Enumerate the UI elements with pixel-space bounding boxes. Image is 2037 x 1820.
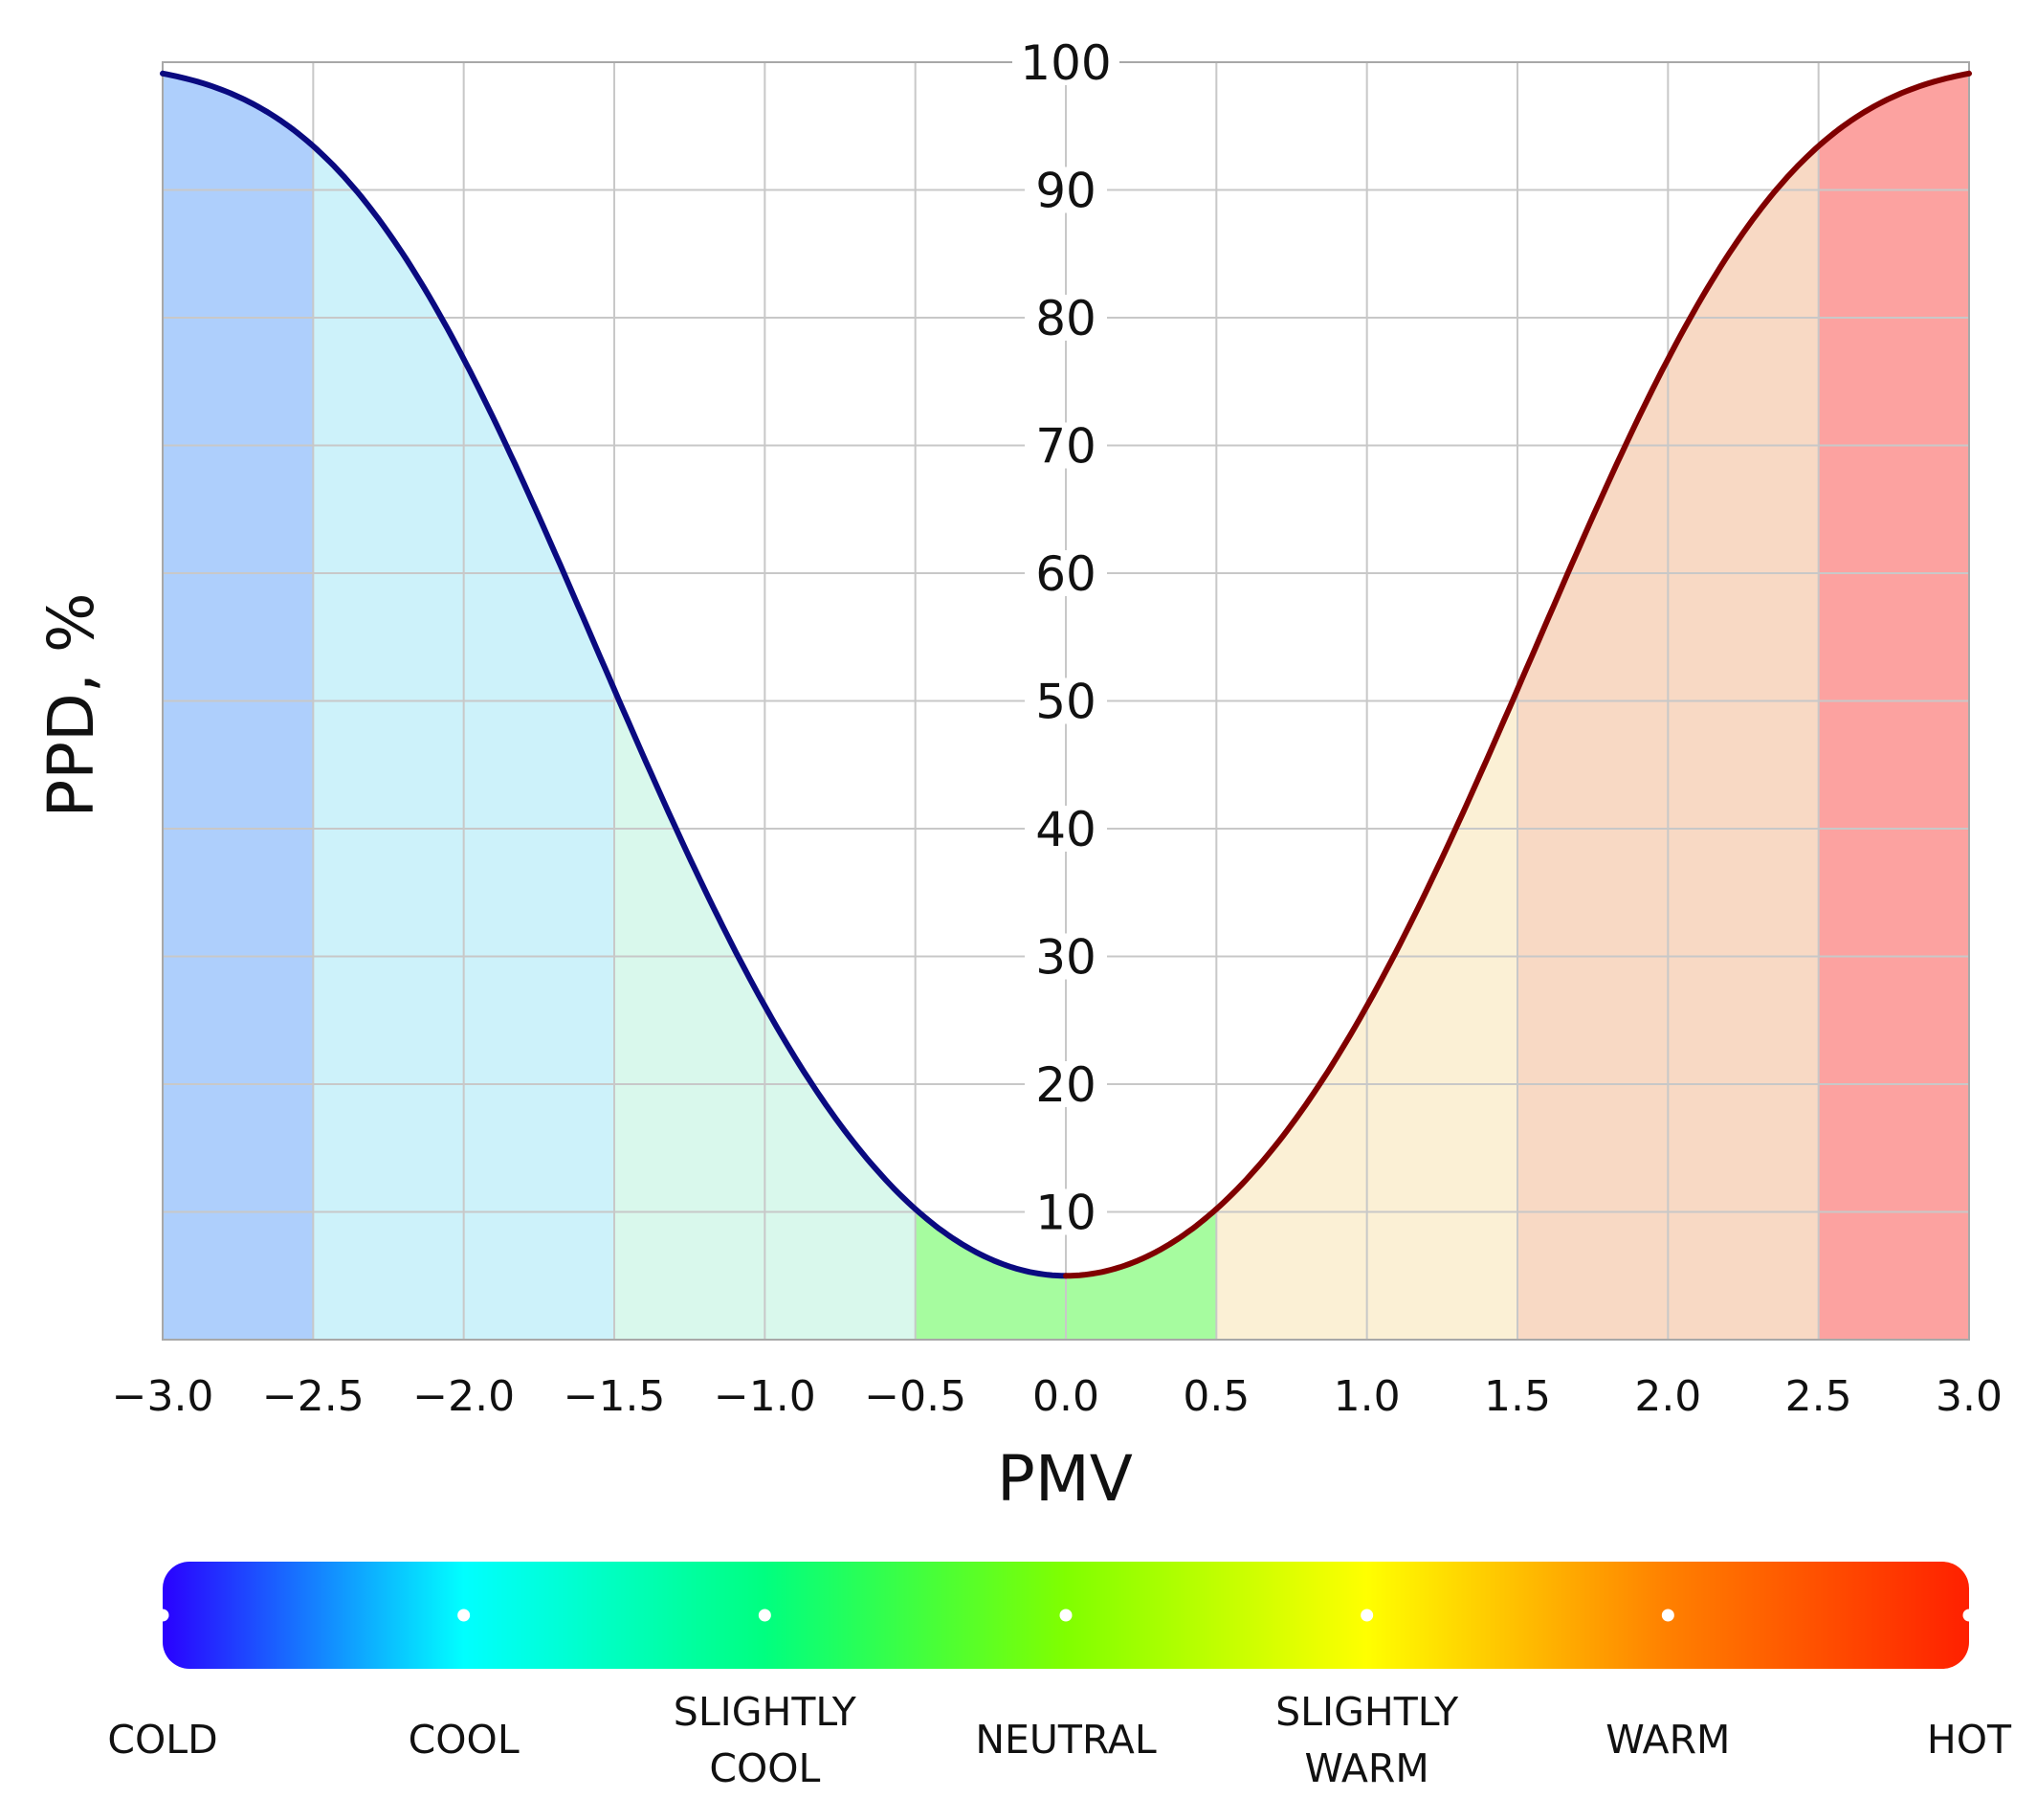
x-tick-label: 3.0: [1936, 1372, 2003, 1421]
y-tick-label: 10: [1035, 1186, 1096, 1241]
scale-label: COLD: [107, 1717, 217, 1763]
scale-marker-dot: [1661, 1609, 1674, 1622]
scale-marker-dot: [1361, 1609, 1374, 1622]
y-tick-label-bg-8: [1025, 166, 1107, 213]
y-tick-label-bg-6: [1025, 422, 1107, 469]
y-tick-label: 30: [1035, 930, 1096, 986]
scale-label: SLIGHTLY: [674, 1689, 857, 1735]
x-tick-label: −2.5: [262, 1372, 365, 1421]
y-tick-label: 90: [1035, 164, 1096, 219]
band-hot: [1818, 73, 1969, 1340]
scale-label: COOL: [409, 1717, 520, 1763]
series-line-0: [160, 70, 1069, 1279]
y-tick-label: 40: [1035, 802, 1096, 857]
scale-label: WARM: [1605, 1717, 1730, 1763]
sensation-scale: COLD COOL SLIGHTLY COOL NEUTRAL SLIGHTLY WARM W…: [107, 1562, 2012, 1791]
y-tick-label: 50: [1035, 675, 1096, 730]
x-tick-label: −2.0: [412, 1372, 515, 1421]
x-tick-label: −0.5: [864, 1372, 966, 1421]
x-tick-label: −1.0: [714, 1372, 816, 1421]
series-layer: [160, 70, 1972, 1279]
x-axis-title: PMV: [997, 1442, 1133, 1516]
x-tick-label: 1.5: [1484, 1372, 1551, 1421]
x-tick-label: 0.5: [1183, 1372, 1250, 1421]
scale-label: WARM: [1305, 1745, 1429, 1791]
y-tick-label-bg-3: [1025, 806, 1107, 852]
scale-marker-dot: [1059, 1609, 1073, 1622]
band-neutral: [915, 1209, 1217, 1340]
scale-marker-dot: [1962, 1609, 1976, 1622]
x-tick-label: −1.5: [564, 1372, 666, 1421]
y-tick-label: 60: [1035, 546, 1096, 602]
y-tick-label: 70: [1035, 419, 1096, 475]
scale-marker-dot: [156, 1609, 169, 1622]
y-tick-label-bg-5: [1025, 550, 1107, 596]
band-cold: [163, 73, 314, 1340]
y-tick-label-layer: 10 20 30 40 50 60 70 80 90 100: [1012, 35, 1119, 1241]
y-tick-label-bg-4: [1025, 677, 1107, 724]
y-tick-label-bg-7: [1025, 295, 1107, 341]
x-tick-label: −3.0: [112, 1372, 214, 1421]
scale-marker-dot: [457, 1609, 471, 1622]
y-tick-label: 80: [1035, 291, 1096, 346]
y-tick-label: 20: [1035, 1057, 1096, 1113]
x-tick-label-layer: −3.0 −2.5 −2.0 −1.5 −1.0 −0.5 0.0 0.5 1.0 1.5 2.0 2…: [112, 1372, 2003, 1421]
x-tick-label: 0.0: [1032, 1372, 1099, 1421]
y-tick-label: 100: [1020, 35, 1111, 91]
y-axis-title: PPD, %: [34, 592, 108, 817]
x-tick-label: 2.5: [1785, 1372, 1852, 1421]
scale-marker-dot: [758, 1609, 771, 1622]
scale-label: NEUTRAL: [975, 1717, 1157, 1763]
x-tick-label: 1.0: [1334, 1372, 1401, 1421]
grid-layer: [162, 61, 1970, 1340]
x-tick-label: 2.0: [1634, 1372, 1701, 1421]
y-tick-label-bg-2: [1025, 933, 1107, 980]
series-line-1: [1063, 70, 1972, 1279]
scale-label: HOT: [1927, 1717, 2012, 1763]
scale-label: SLIGHTLY: [1275, 1689, 1459, 1735]
y-tick-label-bg-9: [1012, 39, 1119, 85]
y-tick-label-bg-1: [1025, 1061, 1107, 1107]
scale-label: COOL: [709, 1745, 820, 1791]
y-tick-label-bg-0: [1025, 1188, 1107, 1235]
